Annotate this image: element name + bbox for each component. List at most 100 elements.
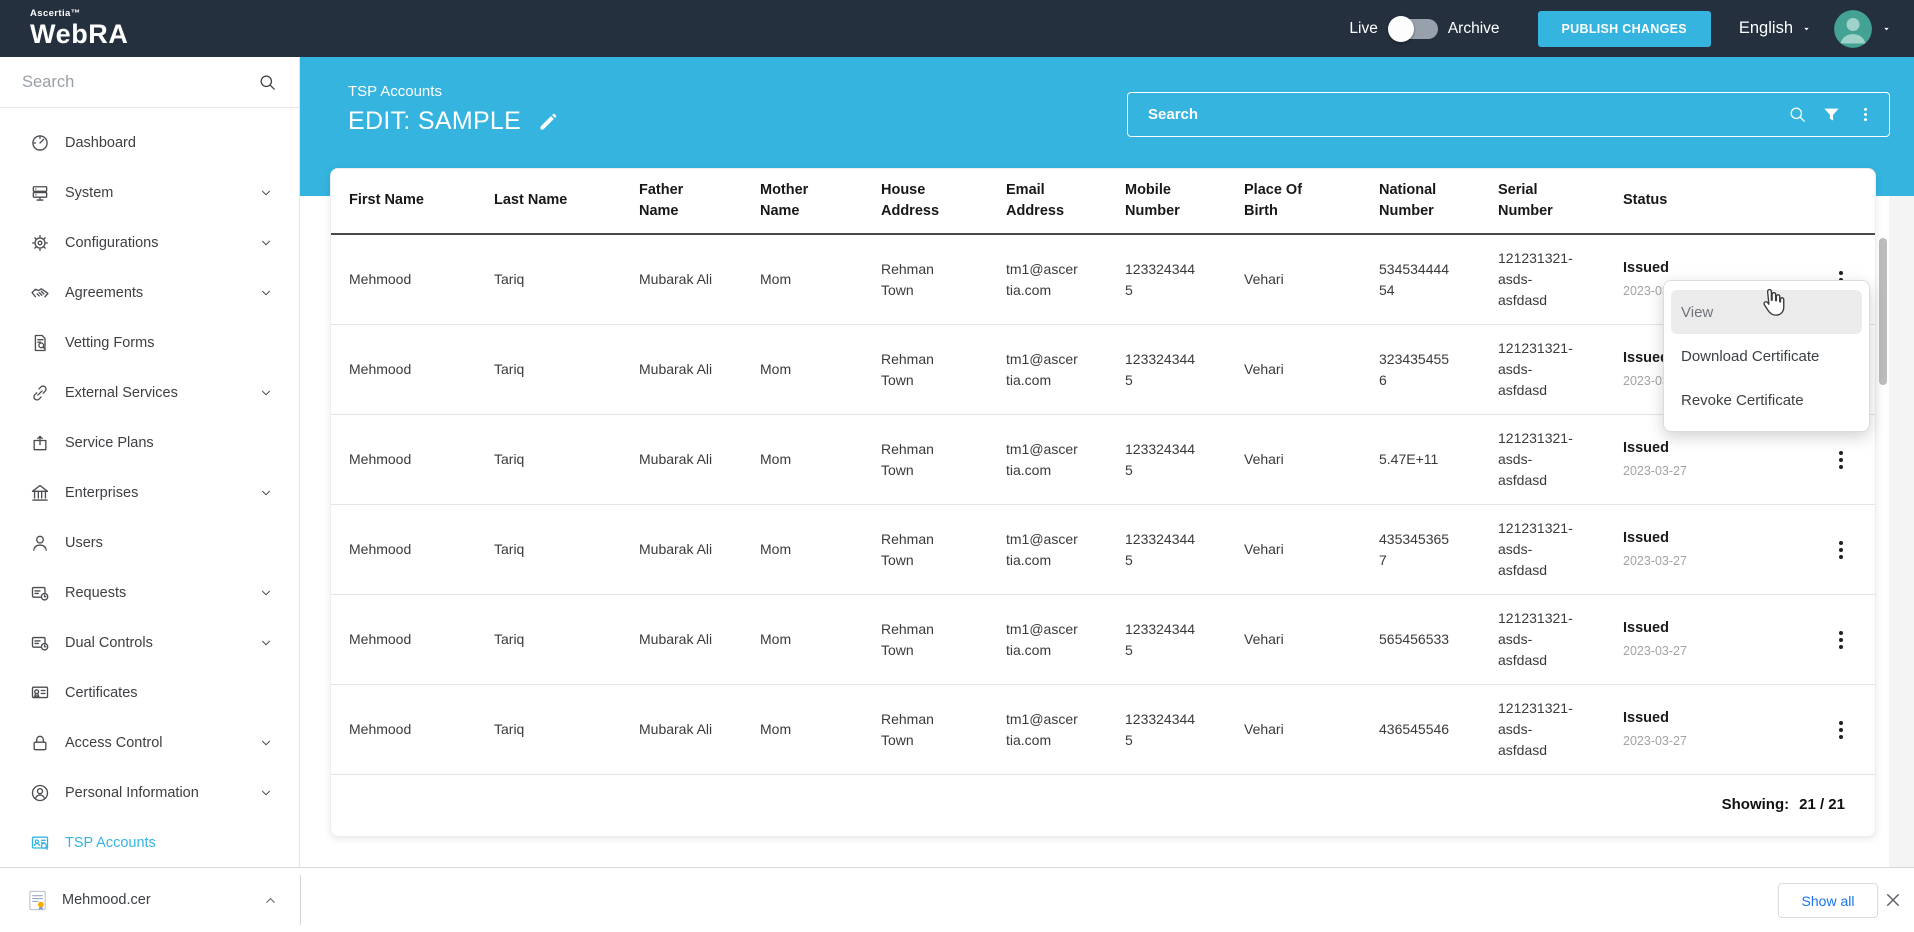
- cell-email-address: tm1@ascertia.com: [1006, 530, 1078, 568]
- sidebar-item-configurations[interactable]: Configurations: [0, 218, 299, 268]
- cell-mobile-number: 1233243445: [1125, 350, 1196, 388]
- sidebar-item-label: Users: [65, 535, 103, 551]
- column-header-mobile-number: Mobile Number: [1125, 181, 1180, 219]
- sidebar-item-access-control[interactable]: Access Control: [0, 718, 299, 768]
- showing-count: 21 / 21: [1799, 796, 1845, 813]
- sidebar-item-label: TSP Accounts: [65, 835, 156, 851]
- avatar[interactable]: [1834, 9, 1872, 48]
- sidebar-item-enterprises[interactable]: Enterprises: [0, 468, 299, 518]
- cell-serial-number: 121231321-asds-asfdasd: [1498, 610, 1573, 668]
- column-header-serial-number: Serial Number: [1498, 181, 1553, 219]
- app-logo[interactable]: Ascertia™ WebRA: [30, 9, 129, 49]
- cell-father-name: Mubarak Ali: [639, 361, 713, 377]
- sidebar-item-tsp-accounts[interactable]: TSP Accounts: [0, 818, 299, 868]
- sidebar-item-label: Configurations: [65, 235, 159, 251]
- column-header-mother-name: Mother Name: [760, 181, 809, 219]
- system-icon: [30, 183, 50, 203]
- cell-first-name: Mehmood: [349, 271, 412, 287]
- chevron-down-icon: [259, 236, 273, 250]
- main-content: TSP Accounts EDIT: SAMPLE First Name Last…: [300, 57, 1914, 867]
- breadcrumb: TSP Accounts: [348, 83, 442, 100]
- chevron-down-icon: [259, 586, 273, 600]
- menu-item-revoke-certificate[interactable]: Revoke Certificate: [1681, 391, 1804, 409]
- menu-item-download-certificate[interactable]: Download Certificate: [1681, 347, 1820, 365]
- column-header-father-name: Father Name: [639, 181, 684, 219]
- row-kebab-menu-icon[interactable]: [1829, 445, 1853, 475]
- cell-national-number: 3234354556: [1379, 350, 1450, 388]
- chevron-down-icon: [259, 186, 273, 200]
- top-navbar: Ascertia™ WebRA Live Archive PUBLISH CHA…: [0, 0, 1914, 57]
- lock-icon: [30, 733, 50, 753]
- sidebar-item-label: Service Plans: [65, 435, 154, 451]
- row-kebab-menu-icon[interactable]: [1829, 535, 1853, 565]
- search-icon[interactable]: [1788, 105, 1807, 124]
- cell-actions: [1808, 715, 1857, 745]
- scrollbar-thumb[interactable]: [1879, 238, 1887, 385]
- tsp-accounts-table-card: First Name Last Name Father Name Mother Nam…: [330, 168, 1876, 837]
- language-selector[interactable]: English: [1739, 19, 1812, 38]
- cell-email-address: tm1@ascertia.com: [1006, 710, 1078, 748]
- cell-status: Issued 2023-03-27: [1623, 528, 1763, 571]
- sidebar-item-dashboard[interactable]: Dashboard: [0, 118, 299, 168]
- brand-name: WebRA: [30, 19, 129, 50]
- cell-last-name: Tariq: [494, 631, 525, 647]
- sidebar-item-dual-controls[interactable]: Dual Controls: [0, 618, 299, 668]
- card-clock-icon: [30, 633, 50, 653]
- search-icon[interactable]: [258, 73, 277, 92]
- cell-house-address: Rehman Town: [881, 350, 934, 388]
- downloaded-file-name: Mehmood.cer: [62, 892, 151, 908]
- live-archive-toggle[interactable]: [1387, 15, 1438, 42]
- certificate-file-icon: [29, 890, 46, 910]
- row-kebab-menu-icon[interactable]: [1829, 715, 1853, 745]
- sidebar-search-input[interactable]: [22, 72, 248, 92]
- table-footer: Showing: 21 / 21: [331, 775, 1875, 834]
- sidebar-item-agreements[interactable]: Agreements: [0, 268, 299, 318]
- downloaded-file-chip[interactable]: Mehmood.cer: [26, 868, 278, 932]
- cell-house-address: Rehman Town: [881, 710, 934, 748]
- user-menu[interactable]: [1834, 9, 1892, 48]
- box-up-icon: [30, 433, 50, 453]
- brand-trademark: Ascertia™: [30, 7, 81, 19]
- sidebar-item-label: Access Control: [65, 735, 163, 751]
- sidebar-item-requests[interactable]: Requests: [0, 568, 299, 618]
- sidebar-item-vetting-forms[interactable]: Vetting Forms: [0, 318, 299, 368]
- publish-changes-button[interactable]: PUBLISH CHANGES: [1537, 10, 1711, 47]
- table-row: Mehmood Tariq Mubarak Ali Mom Rehman Town tm1…: [331, 505, 1875, 595]
- table-search-input[interactable]: [1148, 106, 1773, 123]
- cell-place-of-birth: Vehari: [1244, 541, 1284, 557]
- cell-mother-name: Mom: [760, 271, 792, 287]
- archive-label: Archive: [1447, 19, 1500, 37]
- sidebar-item-certificates[interactable]: Certificates: [0, 668, 299, 718]
- chevron-down-icon: [259, 786, 273, 800]
- cell-father-name: Mubarak Ali: [639, 631, 713, 647]
- sidebar-item-label: Dashboard: [65, 135, 136, 151]
- sidebar-item-label: Requests: [65, 585, 127, 601]
- show-all-downloads-button[interactable]: Show all: [1778, 883, 1878, 918]
- cell-mother-name: Mom: [760, 451, 792, 467]
- chevron-up-icon[interactable]: [263, 893, 278, 908]
- sidebar-item-external-services[interactable]: External Services: [0, 368, 299, 418]
- sidebar-item-label: Enterprises: [65, 485, 139, 501]
- sidebar-item-personal-information[interactable]: Personal Information: [0, 768, 299, 818]
- status-badge: Issued: [1623, 260, 1669, 277]
- sidebar-item-users[interactable]: Users: [0, 518, 299, 568]
- row-kebab-menu-icon[interactable]: [1829, 625, 1853, 655]
- table-row: Mehmood Tariq Mubarak Ali Mom Rehman Town tm1…: [331, 685, 1875, 775]
- edit-pencil-icon[interactable]: [538, 112, 558, 132]
- filter-funnel-icon[interactable]: [1822, 105, 1841, 124]
- menu-item-view[interactable]: View: [1671, 290, 1862, 334]
- vetting-icon: [30, 333, 50, 353]
- cell-mother-name: Mom: [760, 361, 792, 377]
- table-body: Mehmood Tariq Mubarak Ali Mom Rehman Town tm1…: [331, 235, 1875, 775]
- sidebar-item-label: Certificates: [65, 685, 138, 701]
- cell-father-name: Mubarak Ali: [639, 451, 713, 467]
- sidebar: Dashboard System Configurations Agreemen…: [0, 57, 300, 867]
- sidebar-item-service-plans[interactable]: Service Plans: [0, 418, 299, 468]
- close-icon[interactable]: [1884, 891, 1902, 909]
- cell-first-name: Mehmood: [349, 451, 412, 467]
- cell-house-address: Rehman Town: [881, 440, 934, 478]
- cell-house-address: Rehman Town: [881, 260, 934, 298]
- kebab-menu-icon[interactable]: [1856, 105, 1875, 124]
- sidebar-item-system[interactable]: System: [0, 168, 299, 218]
- cell-first-name: Mehmood: [349, 631, 412, 647]
